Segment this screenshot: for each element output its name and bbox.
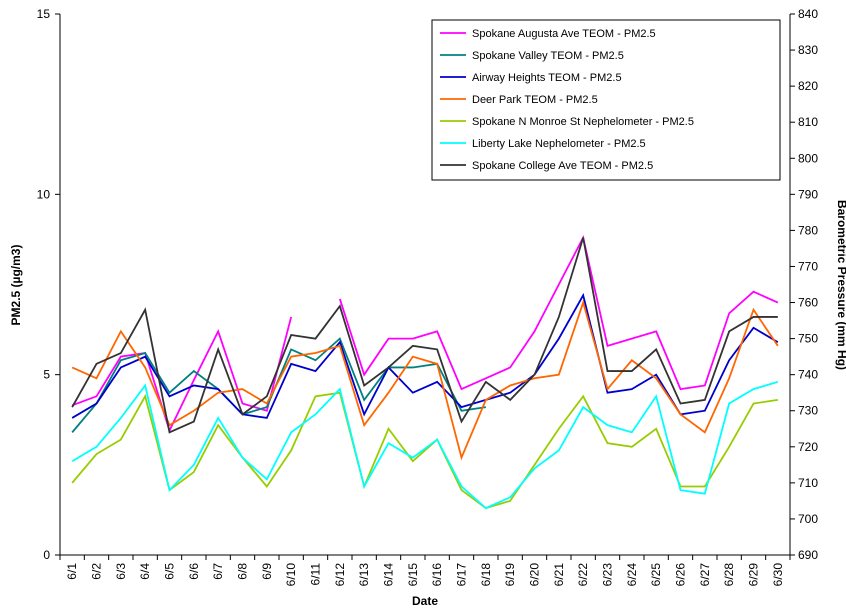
- x-tick-label: 6/13: [357, 563, 371, 587]
- x-tick-label: 6/24: [625, 563, 639, 587]
- y2-tick-label: 800: [798, 151, 818, 165]
- legend-label: Spokane Valley TEOM - PM2.5: [472, 50, 624, 62]
- x-tick-label: 6/22: [576, 563, 590, 587]
- x-tick-label: 6/2: [90, 563, 104, 580]
- x-tick-label: 6/3: [114, 563, 128, 580]
- x-tick-label: 6/21: [552, 563, 566, 587]
- y2-tick-label: 710: [798, 476, 818, 490]
- legend-label: Deer Park TEOM - PM2.5: [472, 94, 598, 106]
- legend-label: Airway Heights TEOM - PM2.5: [472, 72, 622, 84]
- x-tick-label: 6/8: [236, 563, 250, 580]
- x-tick-label: 6/17: [455, 563, 469, 587]
- series-line: [71, 299, 779, 461]
- x-tick-label: 6/23: [601, 563, 615, 587]
- x-tick-label: 6/10: [284, 563, 298, 587]
- x-tick-label: 6/16: [430, 563, 444, 587]
- x-tick-label: 6/14: [382, 563, 396, 587]
- x-tick-label: 6/15: [406, 563, 420, 587]
- y2-tick-label: 820: [798, 79, 818, 93]
- y2-tick-label: 810: [798, 115, 818, 129]
- x-tick-label: 6/11: [309, 563, 323, 586]
- x-tick-label: 6/12: [333, 563, 347, 587]
- x-tick-label: 6/7: [211, 563, 225, 580]
- legend-label: Spokane N Monroe St Nephelometer - PM2.5: [472, 116, 694, 128]
- y2-tick-label: 790: [798, 187, 818, 201]
- x-tick-label: 6/25: [649, 563, 663, 587]
- y2-tick-label: 720: [798, 440, 818, 454]
- y2-tick-label: 780: [798, 223, 818, 237]
- x-tick-label: 6/4: [138, 563, 152, 580]
- x-tick-label: 6/20: [528, 563, 542, 587]
- series-line: [71, 381, 779, 510]
- y2-tick-label: 770: [798, 259, 818, 273]
- series-line: [71, 292, 779, 419]
- series-line: [71, 237, 778, 434]
- legend-label: Spokane College Ave TEOM - PM2.5: [472, 160, 653, 172]
- x-axis-label: Date: [412, 594, 438, 608]
- y2-tick-label: 690: [798, 548, 818, 562]
- x-tick-label: 6/26: [674, 563, 688, 587]
- x-tick-label: 6/30: [771, 563, 785, 587]
- x-tick-label: 6/19: [503, 563, 517, 587]
- x-tick-label: 6/28: [722, 563, 736, 587]
- x-tick-label: 6/29: [747, 563, 761, 587]
- x-tick-label: 6/27: [698, 563, 712, 587]
- y-axis-label: PM2.5 (µg/m3): [9, 245, 23, 326]
- y2-tick-label: 730: [798, 404, 818, 418]
- x-tick-label: 6/5: [163, 563, 177, 580]
- y-tick-label: 0: [43, 548, 50, 562]
- legend-label: Spokane Augusta Ave TEOM - PM2.5: [472, 28, 656, 40]
- y-tick-label: 15: [37, 7, 51, 21]
- y2-axis-label: Barometric Pressure (mm Hg): [835, 200, 846, 370]
- y2-tick-label: 840: [798, 7, 818, 21]
- x-tick-label: 6/1: [65, 563, 79, 580]
- y-tick-label: 5: [43, 368, 50, 382]
- y2-tick-label: 760: [798, 296, 818, 310]
- x-tick-label: 6/9: [260, 563, 274, 580]
- y2-tick-label: 830: [798, 43, 818, 57]
- y-tick-label: 10: [37, 187, 51, 201]
- x-tick-label: 6/6: [187, 563, 201, 580]
- y2-tick-label: 750: [798, 332, 818, 346]
- series-line: [71, 391, 778, 510]
- y2-tick-label: 700: [798, 512, 818, 526]
- legend-box: [431, 19, 781, 181]
- x-tick-label: 6/18: [479, 563, 493, 587]
- series-line: [71, 235, 779, 434]
- y2-tick-label: 740: [798, 368, 818, 382]
- legend-label: Liberty Lake Nephelometer - PM2.5: [472, 138, 646, 150]
